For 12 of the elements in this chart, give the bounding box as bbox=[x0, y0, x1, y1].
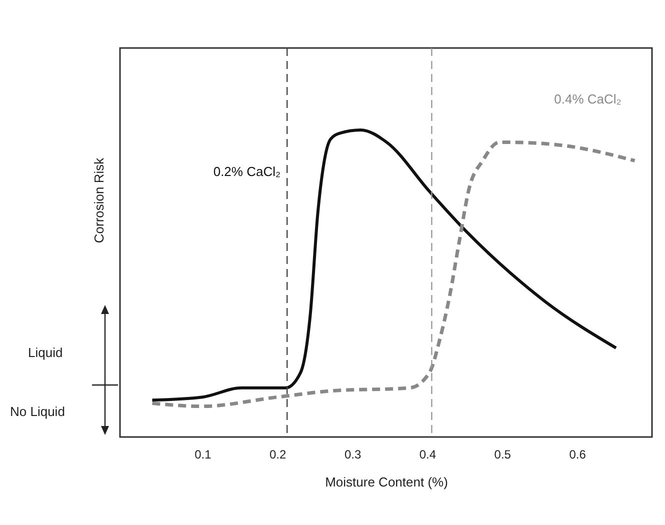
x-tick-label: 0.1 bbox=[194, 448, 212, 462]
x-tick-label: 0.6 bbox=[569, 448, 586, 462]
x-tick-label: 0.3 bbox=[344, 448, 362, 462]
x-tick-label: 0.5 bbox=[494, 448, 512, 462]
text: Liquid bbox=[28, 345, 63, 360]
x-axis-title: Moisture Content (%) bbox=[325, 474, 448, 490]
text: 0.4% CaCl₂ bbox=[554, 91, 622, 106]
x-tick-label: 0.4 bbox=[419, 448, 436, 462]
x-tick-label: 0.2 bbox=[270, 448, 287, 462]
y-axis-title: Corrosion Risk bbox=[92, 157, 106, 244]
text: 0.2% CaCl₂ bbox=[213, 164, 281, 179]
text: No Liquid bbox=[10, 404, 65, 419]
